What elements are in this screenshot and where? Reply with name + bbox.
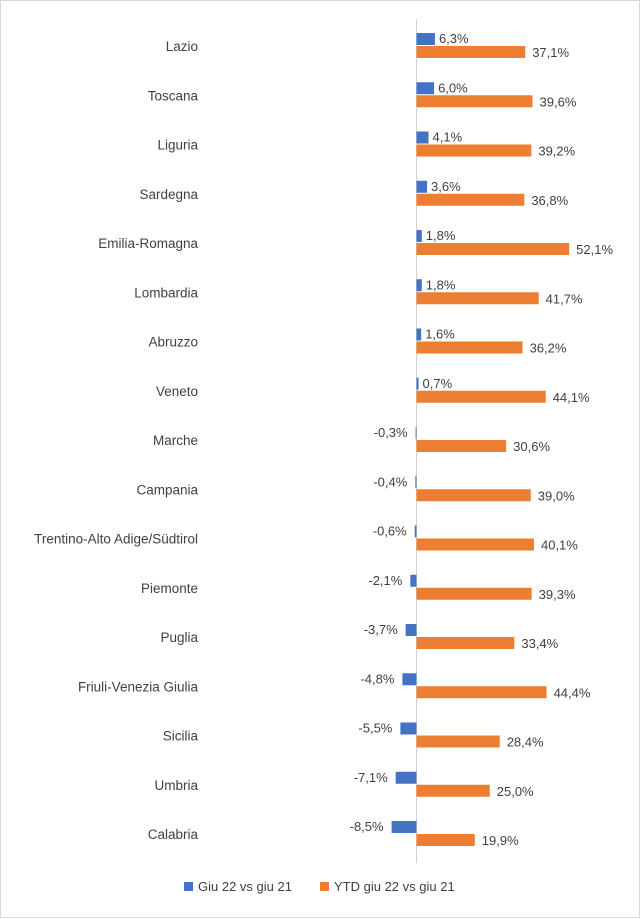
bar-giu [415,427,417,439]
data-label-giu: -0,6% [373,524,407,539]
category-label: Campania [136,482,198,497]
category-label: Marche [153,433,198,448]
bar-giu [416,377,419,390]
bar-ytd [416,95,533,108]
bar-giu [405,624,417,636]
category-label: Veneto [156,384,198,399]
bar-ytd [416,735,500,748]
bar-giu [416,180,428,193]
bar-giu [395,771,417,784]
bar-ytd [416,440,507,452]
bar-ytd [416,538,534,551]
data-label-ytd: 30,6% [513,439,550,454]
bar-ytd [416,834,475,846]
data-label-ytd: 39,3% [539,587,576,602]
category-labels-layer: Lazio Toscana Liguria Sardegna Emilia-Romagn… [34,39,198,842]
bar-ytd [416,341,523,354]
category-label: Lazio [166,39,198,54]
data-label-giu: 6,0% [438,80,468,95]
category-label: Sicilia [163,729,199,744]
bar-giu [414,525,417,538]
category-label: Friuli-Venezia Giulia [78,679,199,694]
bar-ytd [416,637,515,649]
data-label-giu: -5,5% [358,721,392,736]
bar-giu [416,328,422,341]
bar-giu [416,279,422,292]
bar-ytd [416,686,547,699]
data-label-giu: -0,4% [373,474,407,489]
category-label: Calabria [148,827,199,842]
category-label: Abruzzo [148,335,198,350]
bar-ytd [416,784,490,797]
bar-ytd [416,390,546,403]
data-label-giu: -7,1% [354,770,388,785]
bar-giu [400,722,417,735]
data-label-giu: -2,1% [368,573,402,588]
bar-ytd [416,489,531,502]
data-label-giu: -8,5% [350,819,384,834]
bar-giu [415,476,417,489]
data-label-giu: -0,3% [374,425,408,440]
category-label: Emilia-Romagna [98,236,198,251]
category-label: Toscana [148,88,199,103]
data-label-giu: 3,6% [431,179,461,194]
legend-swatch-ytd [320,882,329,891]
data-label-ytd: 52,1% [576,242,613,257]
category-label: Lombardia [134,285,198,300]
data-label-ytd: 44,4% [554,685,591,700]
data-label-ytd: 19,9% [482,833,519,848]
data-label-giu: 4,1% [433,130,463,145]
data-label-ytd: 41,7% [546,291,583,306]
data-label-giu: -3,7% [364,622,398,637]
category-label: Sardegna [139,187,198,202]
bar-ytd [416,144,532,157]
bar-ytd [416,587,532,600]
data-label-giu: -4,8% [360,671,394,686]
labels-layer: 6,3% 37,1% 6,0% 39,6% 4,1% 39,2% 3,6% 36,8% 1,8%… [350,31,614,848]
legend-label-giu: Giu 22 vs giu 21 [198,879,292,894]
legend-label-ytd: YTD giu 22 vs giu 21 [334,879,455,894]
bar-giu [416,82,435,95]
data-label-ytd: 33,4% [521,636,558,651]
category-label: Liguria [157,138,198,153]
bar-giu [402,673,417,686]
data-label-ytd: 28,4% [507,735,544,750]
data-label-ytd: 39,0% [538,488,575,503]
bar-giu [416,33,435,45]
data-label-ytd: 25,0% [497,784,534,799]
category-label: Piemonte [141,581,198,596]
bar-giu [416,131,429,144]
bar-ytd [416,193,525,206]
category-label: Puglia [160,630,198,645]
category-label: Trentino-Alto Adige/Südtirol [34,532,198,547]
bars-layer [391,19,570,863]
data-label-ytd: 44,1% [553,390,590,405]
bar-giu [391,821,417,833]
bar-giu [416,230,422,242]
bar-ytd [416,46,526,58]
data-label-ytd: 39,6% [540,94,577,109]
legend-swatch-giu [184,882,193,891]
data-label-giu: 1,8% [426,277,456,292]
bar-ytd [416,243,570,255]
data-label-giu: 0,7% [423,376,453,391]
data-label-ytd: 40,1% [541,538,578,553]
data-label-ytd: 36,8% [531,193,568,208]
data-label-giu: 6,3% [439,31,469,46]
bar-ytd [416,292,539,305]
legend: Giu 22 vs giu 21 YTD giu 22 vs giu 21 [184,879,455,894]
data-label-ytd: 37,1% [532,45,569,60]
data-label-ytd: 39,2% [538,144,575,159]
data-label-giu: 1,8% [426,228,456,243]
data-label-giu: 1,6% [425,327,455,342]
bar-giu [410,574,417,587]
data-label-ytd: 36,2% [530,341,567,356]
category-label: Umbria [154,778,198,793]
